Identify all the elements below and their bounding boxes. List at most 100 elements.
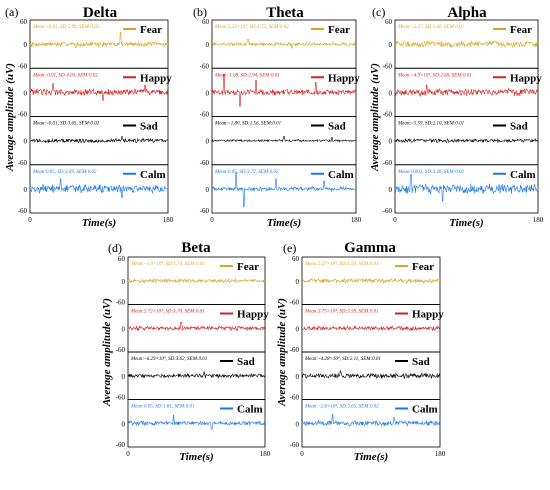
legend-label: Happy: [412, 309, 444, 321]
panel-label: (a): [5, 5, 18, 19]
panel-label: (b): [193, 5, 207, 19]
y-tick-label: -60: [383, 111, 393, 119]
y-tick-label: -60: [18, 159, 28, 167]
y-tick-label: -60: [116, 299, 126, 307]
y-tick-label: 0: [122, 278, 126, 286]
y-tick-label: 0: [296, 325, 300, 333]
legend-label: Fear: [328, 24, 350, 36]
panel-title: Alpha: [447, 5, 487, 21]
stats-text: Mean:~2.6×10⁴, SD:3.65, SEM:0.02: [304, 404, 379, 410]
series-line-sad: [127, 371, 266, 379]
series-line-fear: [127, 277, 266, 284]
series-line-fear: [211, 39, 357, 49]
legend-label: Happy: [328, 72, 360, 84]
stats-text: Mean: 0.01, SD:4.03, SEM:0.02: [32, 73, 98, 78]
x-axis-label: Time(s): [354, 451, 388, 463]
stats-text: Mean:3.75×10⁴, SD:3.59, SEM:0.01: [304, 309, 379, 315]
panel-beta: (d) Beta Mean:~1.0×10⁴, SD:1.74, SEM:0.01 F…: [101, 240, 271, 463]
series-line-calm: [29, 178, 169, 198]
series-line-fear: [394, 40, 539, 48]
legend-label: Calm: [328, 169, 354, 181]
stats-text: Mean:0.002, SD:3.26, SEM:0.02: [397, 170, 464, 175]
y-tick-label: 0: [389, 138, 393, 146]
y-tick-label: 0: [389, 89, 393, 97]
x-tick-label: 0: [300, 450, 304, 458]
panel-label: (d): [108, 241, 122, 255]
legend-label: Happy: [510, 72, 542, 84]
y-tick-label: -60: [290, 346, 300, 354]
panel-gamma: (e) Gamma Mean:5.27×10⁴, SD:1.59, SEM:0.01…: [276, 240, 446, 463]
series-line-calm: [127, 415, 266, 430]
panel-label: (e): [283, 241, 296, 255]
panel-delta: (a) Delta Mean:~0.01, SD:5.99, SEM:0.02 Fea…: [4, 5, 174, 229]
y-tick-label: 0: [296, 278, 300, 286]
series-line-happy: [301, 325, 441, 332]
legend-label: Happy: [140, 72, 172, 84]
y-tick-label: -60: [200, 207, 210, 215]
series-line-sad: [29, 136, 169, 144]
y-axis-label: Average amplitude (uV): [276, 298, 288, 407]
legend-label: Calm: [237, 404, 263, 416]
y-tick-label: 0: [24, 89, 28, 97]
y-tick-label: -60: [290, 441, 300, 449]
stats-text: Mean:~5.59, SD:2.10, SEM:0.01: [397, 122, 464, 127]
legend-label: Sad: [328, 121, 346, 133]
panel-label: (c): [372, 5, 385, 19]
y-tick-label: -60: [18, 207, 28, 215]
legend-label: Sad: [140, 121, 158, 133]
legend-label: Sad: [412, 356, 430, 368]
y-tick-label: -60: [200, 111, 210, 119]
stats-text: Mean:5.23×10⁴, SD:1.72, SEM:0.02: [214, 24, 289, 30]
stats-text: Mean:0.05, SD:1.81, SEM:0.01: [130, 405, 194, 410]
legend-label: Fear: [237, 261, 259, 273]
series-line-happy: [29, 83, 169, 101]
series-line-sad: [211, 136, 357, 143]
y-tick-label: 0: [206, 186, 210, 194]
y-tick-label: -60: [116, 394, 126, 402]
stats-text: Mean:~1.80, SD:1.56, SEM:0.01: [214, 122, 281, 127]
x-tick-label: 0: [126, 450, 130, 458]
y-tick-label: 60: [292, 255, 300, 263]
y-tick-label: 0: [122, 373, 126, 381]
legend-label: Calm: [510, 169, 536, 181]
stats-text: Mean:~5.27, SD:1.66, SEM:0.01: [397, 25, 464, 30]
panel-title: Delta: [83, 5, 118, 21]
stats-text: Mean:~6.29×10⁴, SD:3.62, SEM:0.01: [130, 356, 207, 362]
stats-text: Mean:~4.9×10⁴, SD:2.60, SEM:0.01: [397, 72, 472, 78]
series-line-fear: [301, 277, 441, 284]
series-line-happy: [127, 322, 266, 332]
series-line-calm: [301, 414, 441, 427]
panel-title: Gamma: [344, 240, 396, 256]
y-tick-label: 0: [389, 41, 393, 49]
stats-text: Mean:~0.01, SD:3.65, SEM:0.02: [32, 122, 100, 127]
y-tick-label: 60: [202, 18, 210, 26]
y-tick-label: 0: [296, 420, 300, 428]
y-tick-label: -60: [200, 159, 210, 167]
y-axis-label: Average amplitude (uV): [101, 298, 113, 407]
x-tick-label: 180: [163, 216, 174, 224]
y-tick-label: 0: [296, 373, 300, 381]
stats-text: Mean: 1.08, SD:2.94, SEM:0.01: [214, 73, 280, 78]
y-tick-label: 0: [206, 138, 210, 146]
y-tick-label: -60: [383, 62, 393, 70]
x-axis-label: Time(s): [82, 217, 116, 229]
stats-text: Mean:0.05, SD:3.69, SEM:0.02: [32, 170, 97, 175]
legend-label: Fear: [140, 24, 162, 36]
y-tick-label: 0: [389, 186, 393, 194]
y-tick-label: -60: [18, 111, 28, 119]
legend-label: Sad: [237, 356, 255, 368]
series-line-fear: [29, 31, 169, 48]
x-tick-label: 0: [393, 216, 397, 224]
y-tick-label: -60: [290, 299, 300, 307]
y-tick-label: 0: [206, 89, 210, 97]
x-tick-label: 180: [435, 450, 446, 458]
stats-text: Mean:~1.0×10⁴, SD:1.74, SEM:0.01: [130, 261, 205, 267]
x-tick-label: 0: [28, 216, 32, 224]
x-tick-label: 180: [260, 450, 271, 458]
y-tick-label: 0: [122, 325, 126, 333]
panel-alpha: (c) Alpha Mean:~5.27, SD:1.66, SEM:0.01 Fea…: [369, 5, 544, 229]
y-tick-label: 0: [206, 41, 210, 49]
y-axis-label: Average amplitude (uV): [369, 63, 381, 172]
